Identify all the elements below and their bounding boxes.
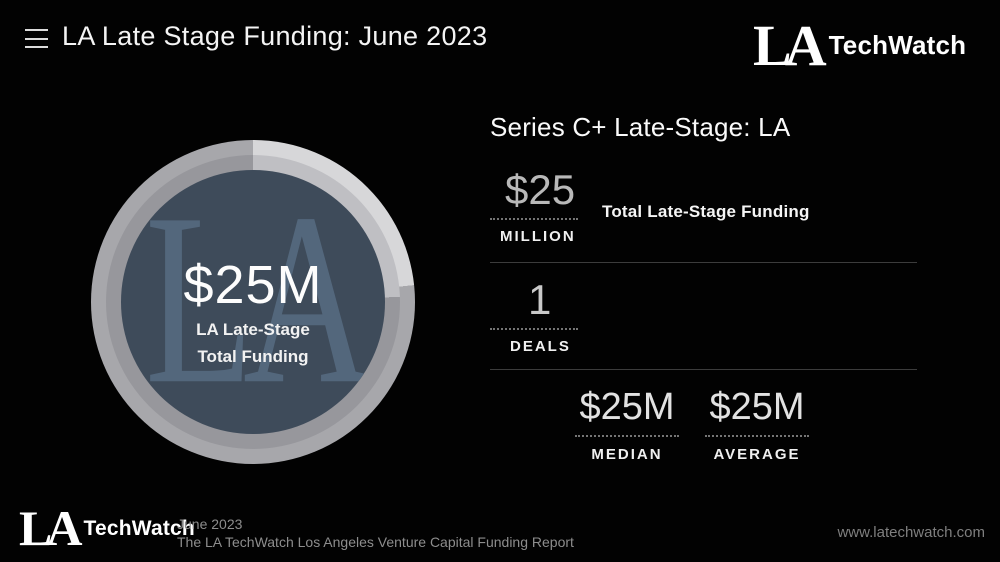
donut-center-text: $25M LA Late-Stage Total Funding — [183, 254, 322, 369]
menu-icon-bar — [25, 46, 48, 48]
divider — [490, 369, 917, 370]
stat-value-deals: 1 — [528, 276, 552, 323]
stat-average: $25M AVERAGE — [705, 386, 809, 463]
brand-logo: LA TechWatch — [753, 13, 967, 78]
menu-icon-bar — [25, 37, 48, 40]
stat-label-total: MILLION — [500, 228, 576, 246]
stat-label-deals: DEALS — [510, 338, 571, 356]
donut-center-value: $25M — [183, 255, 323, 316]
la-watermark: LA — [145, 170, 372, 434]
donut-center-label-line1: LA Late-Stage — [196, 320, 310, 340]
footer-brand-logo: LA TechWatch — [19, 500, 195, 556]
stat-value-average: $25M — [709, 386, 805, 428]
stat-label-median: MEDIAN — [591, 445, 663, 463]
footer-brand-la-monogram: LA — [19, 500, 83, 556]
footer-text: June 2023 The LA TechWatch Los Angeles V… — [177, 515, 574, 551]
stat-label-average: AVERAGE — [713, 445, 801, 463]
menu-icon-bar — [25, 29, 48, 31]
footer-brand-name: TechWatch — [83, 516, 195, 540]
donut-center-disc: LA $25M LA Late-Stage Total Funding — [121, 170, 385, 434]
stat-row-deals: 1 DEALS — [490, 276, 918, 356]
dotted-underline — [575, 434, 679, 437]
stat-value-median: $25M — [579, 386, 675, 428]
stat-value-total: $25 — [505, 166, 576, 213]
brand-name: TechWatch — [828, 30, 967, 61]
stat-description-total: Total Late-Stage Funding — [602, 202, 810, 221]
footer-website: www.latechwatch.com — [837, 524, 985, 541]
stat-row-total-funding: $25 MILLION Total Late-Stage Funding — [490, 166, 918, 246]
divider — [490, 262, 917, 263]
menu-icon[interactable] — [25, 29, 48, 48]
stat-median: $25M MEDIAN — [575, 386, 679, 463]
stats-panel: Series C+ Late-Stage: LA $25 MILLION Tot… — [490, 112, 918, 482]
donut-center-label-line2: Total Funding — [197, 347, 309, 366]
brand-la-monogram: LA — [753, 13, 827, 78]
donut-chart: LA $25M LA Late-Stage Total Funding — [91, 140, 415, 464]
stat-row-median-average: $25M MEDIAN $25M AVERAGE — [575, 386, 809, 463]
stat-total-funding: $25 MILLION — [490, 166, 918, 246]
footer-report-title: The LA TechWatch Los Angeles Venture Cap… — [177, 534, 574, 551]
panel-heading: Series C+ Late-Stage: LA — [490, 112, 791, 142]
dotted-underline — [490, 218, 578, 221]
dotted-underline — [490, 328, 578, 331]
footer-date: June 2023 — [177, 516, 243, 532]
dotted-underline — [705, 434, 809, 437]
page-title: LA Late Stage Funding: June 2023 — [62, 21, 488, 51]
stat-deals: 1 DEALS — [490, 276, 918, 356]
